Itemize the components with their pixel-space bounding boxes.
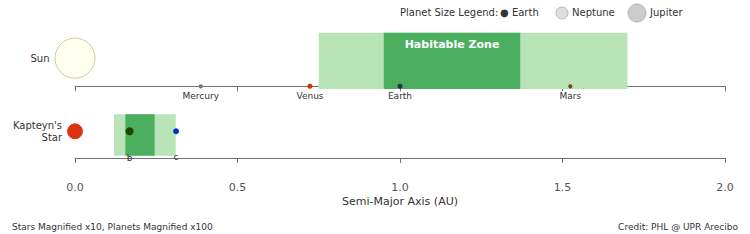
svg-text:2.0: 2.0 bbox=[716, 181, 734, 194]
svg-text:b: b bbox=[127, 153, 133, 163]
svg-text:Semi-Major Axis (AU): Semi-Major Axis (AU) bbox=[342, 195, 458, 208]
svg-text:Neptune: Neptune bbox=[572, 7, 615, 18]
svg-text:0.5: 0.5 bbox=[229, 181, 247, 194]
svg-text:c: c bbox=[174, 152, 179, 162]
svg-text:0.0: 0.0 bbox=[66, 181, 84, 194]
svg-text:Kapteyn's: Kapteyn's bbox=[13, 120, 62, 131]
svg-text:Planet Size Legend:: Planet Size Legend: bbox=[400, 7, 498, 18]
svg-text:Habitable Zone: Habitable Zone bbox=[405, 38, 500, 51]
svg-text:Sun: Sun bbox=[30, 53, 49, 64]
svg-text:● Earth: ● Earth bbox=[500, 7, 539, 18]
svg-text:Mars: Mars bbox=[559, 91, 581, 101]
svg-text:Mercury: Mercury bbox=[183, 91, 220, 101]
svg-text:1.0: 1.0 bbox=[391, 181, 409, 194]
svg-text:Credit: PHL @ UPR Arecibo: Credit: PHL @ UPR Arecibo bbox=[618, 222, 738, 232]
svg-text:1.5: 1.5 bbox=[554, 181, 572, 194]
svg-text:Jupiter: Jupiter bbox=[649, 7, 683, 18]
svg-text:Earth: Earth bbox=[388, 91, 412, 101]
svg-text:Star: Star bbox=[42, 132, 63, 143]
svg-text:Stars Magnified x10, Planets M: Stars Magnified x10, Planets Magnified x… bbox=[12, 222, 213, 232]
svg-text:Venus: Venus bbox=[296, 91, 323, 101]
